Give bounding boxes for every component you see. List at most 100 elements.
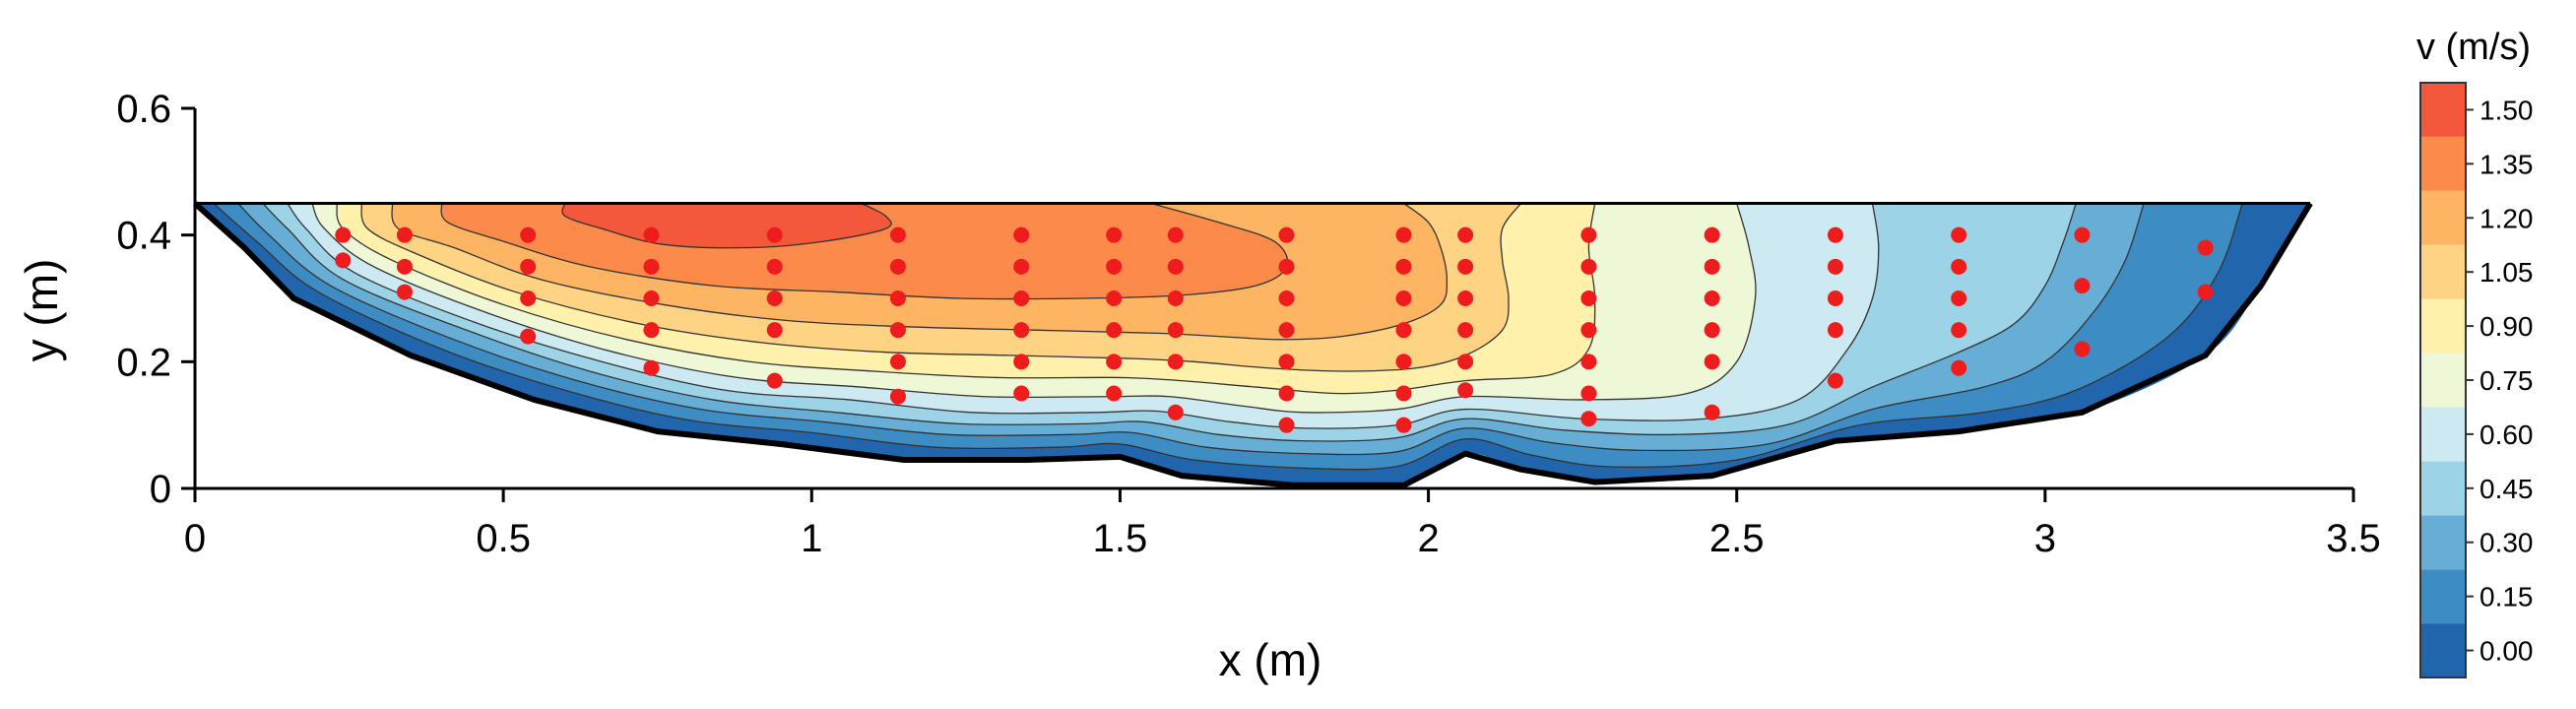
measurement-point xyxy=(1395,385,1412,402)
x-axis-label: x (m) xyxy=(1219,634,1322,685)
x-tick-label: 0 xyxy=(184,517,206,560)
measurement-point xyxy=(1457,354,1474,370)
measurement-point xyxy=(1278,354,1295,370)
x-tick-label: 1.5 xyxy=(1093,517,1148,560)
velocity-colorbar: 0.00 0.15 0.30 0.45 0.60 0.75 0.90 1.05 1.20 1.35… xyxy=(2419,82,2534,678)
x-tick-label: 1 xyxy=(801,517,822,560)
colorbar-tick-label: 1.50 xyxy=(2479,95,2534,125)
measurement-point xyxy=(1395,290,1412,306)
measurement-point xyxy=(1457,290,1474,306)
colorbar-tick-label: 0.00 xyxy=(2479,636,2534,667)
measurement-point xyxy=(1704,354,1720,370)
colorbar-tick-label: 0.15 xyxy=(2479,582,2534,612)
measurement-point xyxy=(766,258,783,275)
measurement-point xyxy=(1278,385,1295,402)
measurement-point xyxy=(643,290,660,306)
measurement-point xyxy=(1704,290,1720,306)
y-tick-label: 0 xyxy=(150,468,171,511)
colorbar-tick-label: 1.05 xyxy=(2479,257,2534,288)
y-tick-label: 0.6 xyxy=(116,88,171,131)
measurement-points xyxy=(335,226,2214,433)
measurement-point xyxy=(643,226,660,243)
colorbar-segment xyxy=(2420,353,2466,408)
measurement-point xyxy=(1827,290,1843,306)
colorbar-tick-label: 0.75 xyxy=(2479,365,2534,396)
x-tick-label: 2 xyxy=(1417,517,1439,560)
measurement-point xyxy=(1580,322,1597,339)
measurement-point xyxy=(1580,226,1597,243)
colorbar-title: v (m/s) xyxy=(2416,27,2531,68)
measurement-point xyxy=(643,258,660,275)
measurement-point xyxy=(1457,322,1474,339)
measurement-point xyxy=(396,284,413,300)
measurement-point xyxy=(396,226,413,243)
measurement-point xyxy=(1167,322,1184,339)
measurement-point xyxy=(766,226,783,243)
y-axis-label: y (m) xyxy=(16,259,67,362)
measurement-point xyxy=(766,372,783,389)
measurement-point xyxy=(1457,258,1474,275)
measurement-point xyxy=(1827,372,1843,389)
measurement-point xyxy=(520,258,537,275)
y-tick-label: 0.4 xyxy=(116,215,171,258)
measurement-point xyxy=(1951,226,1967,243)
measurement-point xyxy=(1106,226,1123,243)
measurement-point xyxy=(1951,258,1967,275)
measurement-point xyxy=(1106,354,1123,370)
colorbar-tick-label: 0.90 xyxy=(2479,311,2534,342)
measurement-point xyxy=(1580,354,1597,370)
x-tick-label: 3 xyxy=(2034,517,2056,560)
colorbar-segment xyxy=(2420,407,2466,462)
colorbar-segment xyxy=(2420,515,2466,570)
measurement-point xyxy=(889,258,906,275)
measurement-point xyxy=(1106,385,1123,402)
measurement-point xyxy=(1106,258,1123,275)
measurement-point xyxy=(335,252,352,269)
measurement-point xyxy=(1395,226,1412,243)
colorbar-segment xyxy=(2420,83,2466,137)
measurement-point xyxy=(1457,382,1474,399)
measurement-point xyxy=(1395,322,1412,339)
isotach-bands xyxy=(192,201,2313,488)
measurement-point xyxy=(2074,226,2091,243)
measurement-point xyxy=(1167,258,1184,275)
measurement-point xyxy=(889,322,906,339)
measurement-point xyxy=(889,388,906,405)
measurement-point xyxy=(643,322,660,339)
measurement-point xyxy=(1951,359,1967,376)
colorbar-segment xyxy=(2420,623,2466,677)
measurement-point xyxy=(1278,226,1295,243)
measurement-point xyxy=(1013,385,1030,402)
colorbar-tick-label: 0.60 xyxy=(2479,419,2534,450)
measurement-point xyxy=(1704,226,1720,243)
measurement-point xyxy=(1106,290,1123,306)
measurement-point xyxy=(1457,226,1474,243)
colorbar-segment xyxy=(2420,190,2466,245)
measurement-point xyxy=(520,226,537,243)
measurement-point xyxy=(889,226,906,243)
measurement-point xyxy=(1278,258,1295,275)
colorbar-tick-label: 1.35 xyxy=(2479,149,2534,179)
measurement-point xyxy=(335,226,352,243)
measurement-point xyxy=(889,354,906,370)
colorbar-tick-label: 0.45 xyxy=(2479,474,2534,504)
measurement-point xyxy=(1951,290,1967,306)
measurement-point xyxy=(1167,226,1184,243)
measurement-point xyxy=(889,290,906,306)
measurement-point xyxy=(1167,290,1184,306)
measurement-point xyxy=(1106,322,1123,339)
measurement-point xyxy=(1580,258,1597,275)
measurement-point xyxy=(2197,284,2214,300)
measurement-point xyxy=(643,359,660,376)
x-tick-label: 0.5 xyxy=(476,517,531,560)
measurement-point xyxy=(1827,258,1843,275)
x-tick-label: 2.5 xyxy=(1709,517,1765,560)
measurement-point xyxy=(1167,354,1184,370)
measurement-point xyxy=(1013,354,1030,370)
measurement-point xyxy=(766,322,783,339)
colorbar-segment xyxy=(2420,244,2466,299)
channel-bed-outline xyxy=(192,201,2313,488)
measurement-point xyxy=(1013,226,1030,243)
measurement-point xyxy=(1167,404,1184,420)
